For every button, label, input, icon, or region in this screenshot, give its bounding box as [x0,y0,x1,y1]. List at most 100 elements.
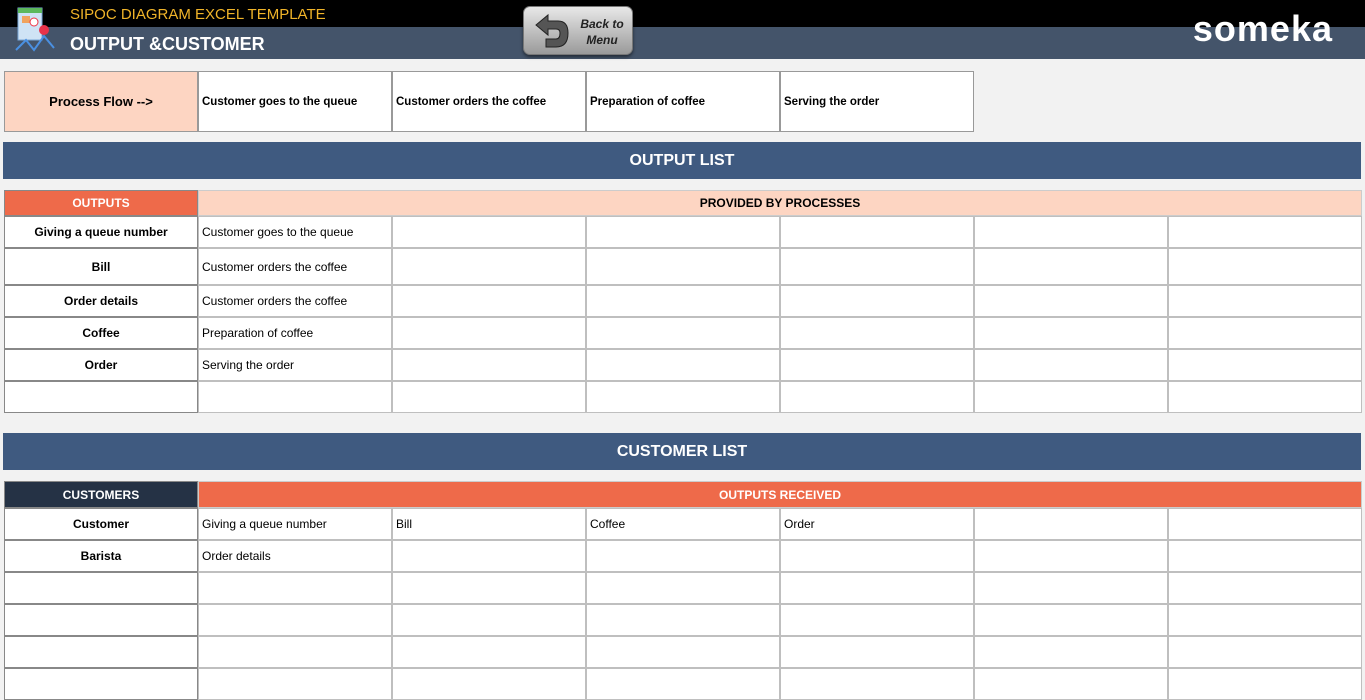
output-received-cell[interactable] [780,668,974,700]
output-received-cell[interactable] [392,636,586,668]
output-received-cell[interactable] [974,572,1168,604]
output-received-cell[interactable] [974,508,1168,540]
process-cell[interactable]: Serving the order [198,349,392,381]
output-name-cell[interactable] [4,381,198,413]
output-received-cell[interactable]: Coffee [586,508,780,540]
process-cell[interactable] [974,248,1168,285]
output-received-cell[interactable]: Bill [392,508,586,540]
process-cell[interactable] [392,216,586,248]
output-received-cell[interactable] [1168,636,1362,668]
process-cell[interactable] [392,248,586,285]
process-cell[interactable] [780,248,974,285]
output-received-cell[interactable]: Order details [198,540,392,572]
back-to-menu-label: Back to Menu [580,17,624,47]
process-cell[interactable] [780,381,974,413]
process-cell[interactable] [780,349,974,381]
output-received-cell[interactable] [198,572,392,604]
process-step-cell[interactable]: Serving the order [780,71,974,132]
sipoc-logo-icon [15,7,55,52]
process-cell[interactable]: Customer orders the coffee [198,248,392,285]
page-title: OUTPUT &CUSTOMER [70,34,265,54]
output-received-cell[interactable] [1168,572,1362,604]
header-band [0,27,1365,59]
output-received-cell[interactable] [1168,540,1362,572]
output-received-cell[interactable] [974,636,1168,668]
template-subtitle: SIPOC DIAGRAM EXCEL TEMPLATE [70,6,326,23]
process-cell[interactable] [1168,216,1362,248]
process-cell[interactable] [392,285,586,317]
process-cell[interactable] [1168,317,1362,349]
process-cell[interactable]: Customer goes to the queue [198,216,392,248]
process-cell[interactable] [392,317,586,349]
process-cell[interactable]: Preparation of coffee [198,317,392,349]
process-cell[interactable] [392,381,586,413]
output-received-cell[interactable] [392,540,586,572]
process-cell[interactable] [586,248,780,285]
process-cell[interactable] [198,381,392,413]
outputs-received-header: OUTPUTS RECEIVED [198,481,1362,508]
customer-name-cell[interactable] [4,636,198,668]
process-cell[interactable] [780,285,974,317]
process-cell[interactable] [780,216,974,248]
output-received-cell[interactable] [198,636,392,668]
process-cell[interactable] [1168,248,1362,285]
customer-name-cell[interactable]: Barista [4,540,198,572]
output-received-cell[interactable] [1168,668,1362,700]
process-cell[interactable] [974,317,1168,349]
output-received-cell[interactable]: Giving a queue number [198,508,392,540]
process-step-cell[interactable]: Preparation of coffee [586,71,780,132]
back-to-menu-button[interactable]: Back to Menu [523,6,633,55]
output-received-cell[interactable] [586,668,780,700]
customer-name-cell[interactable] [4,668,198,700]
output-received-cell[interactable] [1168,604,1362,636]
back-arrow-icon [535,13,569,48]
process-cell[interactable] [974,285,1168,317]
output-received-cell[interactable] [974,668,1168,700]
output-received-cell[interactable] [974,540,1168,572]
output-received-cell[interactable] [780,572,974,604]
process-cell[interactable] [974,381,1168,413]
output-received-cell[interactable] [586,540,780,572]
output-received-cell[interactable] [392,572,586,604]
output-name-cell[interactable]: Coffee [4,317,198,349]
output-received-cell[interactable] [780,604,974,636]
process-cell[interactable] [974,349,1168,381]
output-name-cell[interactable]: Order details [4,285,198,317]
process-cell[interactable] [586,349,780,381]
outputs-header: OUTPUTS [4,190,198,216]
output-received-cell[interactable] [974,604,1168,636]
customer-name-cell[interactable]: Customer [4,508,198,540]
output-received-cell[interactable] [586,636,780,668]
process-cell[interactable]: Customer orders the coffee [198,285,392,317]
process-cell[interactable] [586,317,780,349]
customers-header: CUSTOMERS [4,481,198,508]
process-cell[interactable] [974,216,1168,248]
output-received-cell[interactable] [1168,508,1362,540]
customer-name-cell[interactable] [4,572,198,604]
process-cell[interactable] [586,285,780,317]
process-cell[interactable] [1168,381,1362,413]
process-cell[interactable] [780,317,974,349]
output-received-cell[interactable] [586,604,780,636]
process-flow-label: Process Flow --> [4,71,198,132]
output-received-cell[interactable] [392,668,586,700]
output-received-cell[interactable] [392,604,586,636]
process-cell[interactable] [586,216,780,248]
process-step-cell[interactable]: Customer goes to the queue [198,71,392,132]
someka-logo: someka [1192,8,1333,49]
output-received-cell[interactable] [586,572,780,604]
output-name-cell[interactable]: Giving a queue number [4,216,198,248]
process-cell[interactable] [1168,349,1362,381]
output-received-cell[interactable] [198,668,392,700]
process-cell[interactable] [1168,285,1362,317]
output-name-cell[interactable]: Order [4,349,198,381]
output-received-cell[interactable] [780,540,974,572]
process-cell[interactable] [586,381,780,413]
process-step-cell[interactable]: Customer orders the coffee [392,71,586,132]
output-received-cell[interactable] [198,604,392,636]
customer-name-cell[interactable] [4,604,198,636]
output-name-cell[interactable]: Bill [4,248,198,285]
output-received-cell[interactable] [780,636,974,668]
output-received-cell[interactable]: Order [780,508,974,540]
process-cell[interactable] [392,349,586,381]
